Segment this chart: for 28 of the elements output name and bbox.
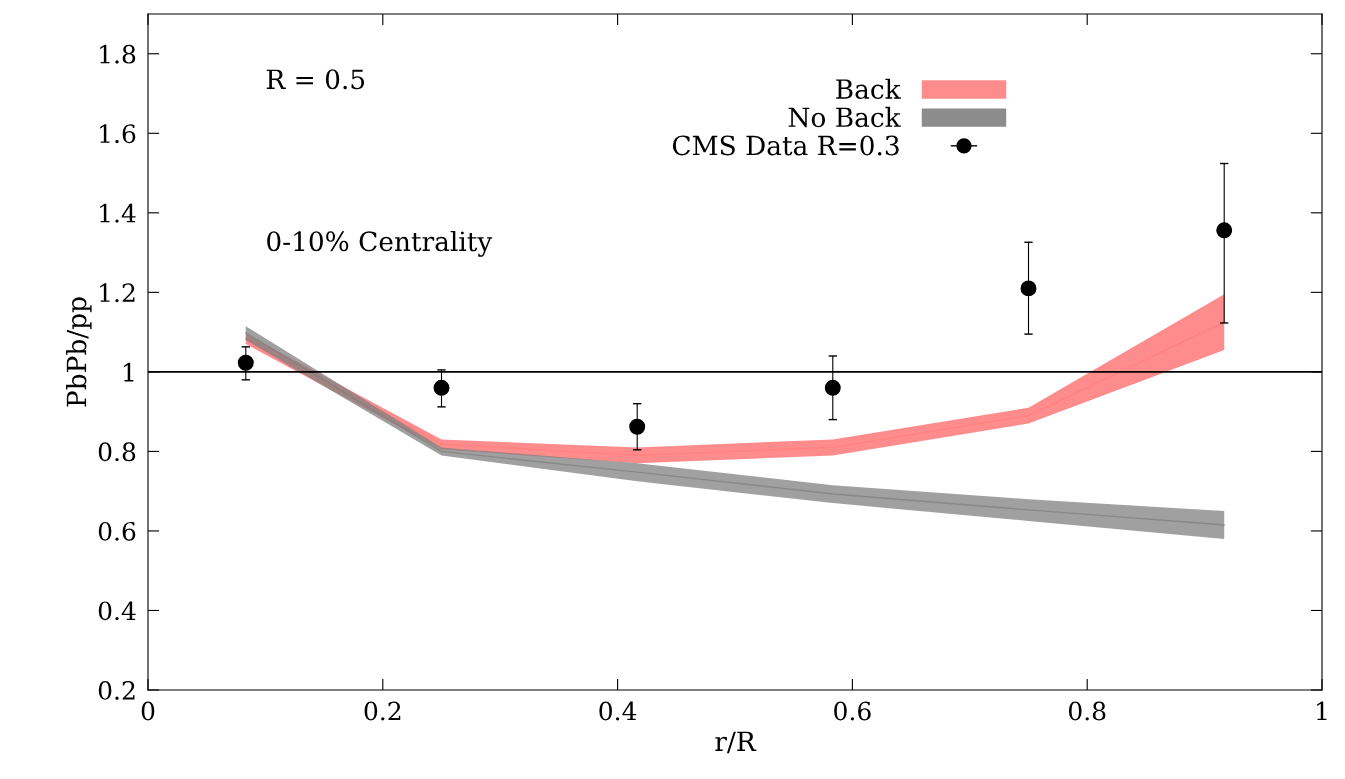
y-tick-label: 1.8 <box>100 44 136 64</box>
annotation: 0-10% Centrality <box>267 230 493 257</box>
legend-label: No Back <box>788 106 901 128</box>
x-tick-label: 0.6 <box>834 701 871 721</box>
annotation: R = 0.5 <box>266 69 365 90</box>
point <box>1216 222 1233 239</box>
point <box>1020 280 1037 297</box>
y-tick-label: 1 <box>124 362 134 382</box>
y-tick-label: 0.8 <box>98 442 136 462</box>
x-tick-label: 0.4 <box>599 701 637 721</box>
point <box>433 379 450 396</box>
x-tick-label: 0.8 <box>1068 701 1106 721</box>
y-tick-label: 1.4 <box>100 203 136 223</box>
point <box>824 379 841 396</box>
point <box>237 354 254 371</box>
y-axis-title: PbPb/pp <box>66 297 92 407</box>
y-tick-label: 1.6 <box>100 124 136 144</box>
x-tick-label: 0.2 <box>364 701 401 721</box>
x-tick-label: 0 <box>141 701 155 721</box>
x-tick-label: 1 <box>1317 701 1327 721</box>
x-axis-title: r/R <box>715 731 757 754</box>
y-tick-label: 0.4 <box>98 601 136 621</box>
legend-label: Back <box>836 78 901 100</box>
legend-label: CMS Data R=0.3 <box>672 135 899 156</box>
y-tick-label: 0.2 <box>98 680 135 700</box>
y-tick-label: 0.6 <box>98 521 136 541</box>
point <box>629 418 646 435</box>
y-tick-label: 1.2 <box>100 283 135 303</box>
